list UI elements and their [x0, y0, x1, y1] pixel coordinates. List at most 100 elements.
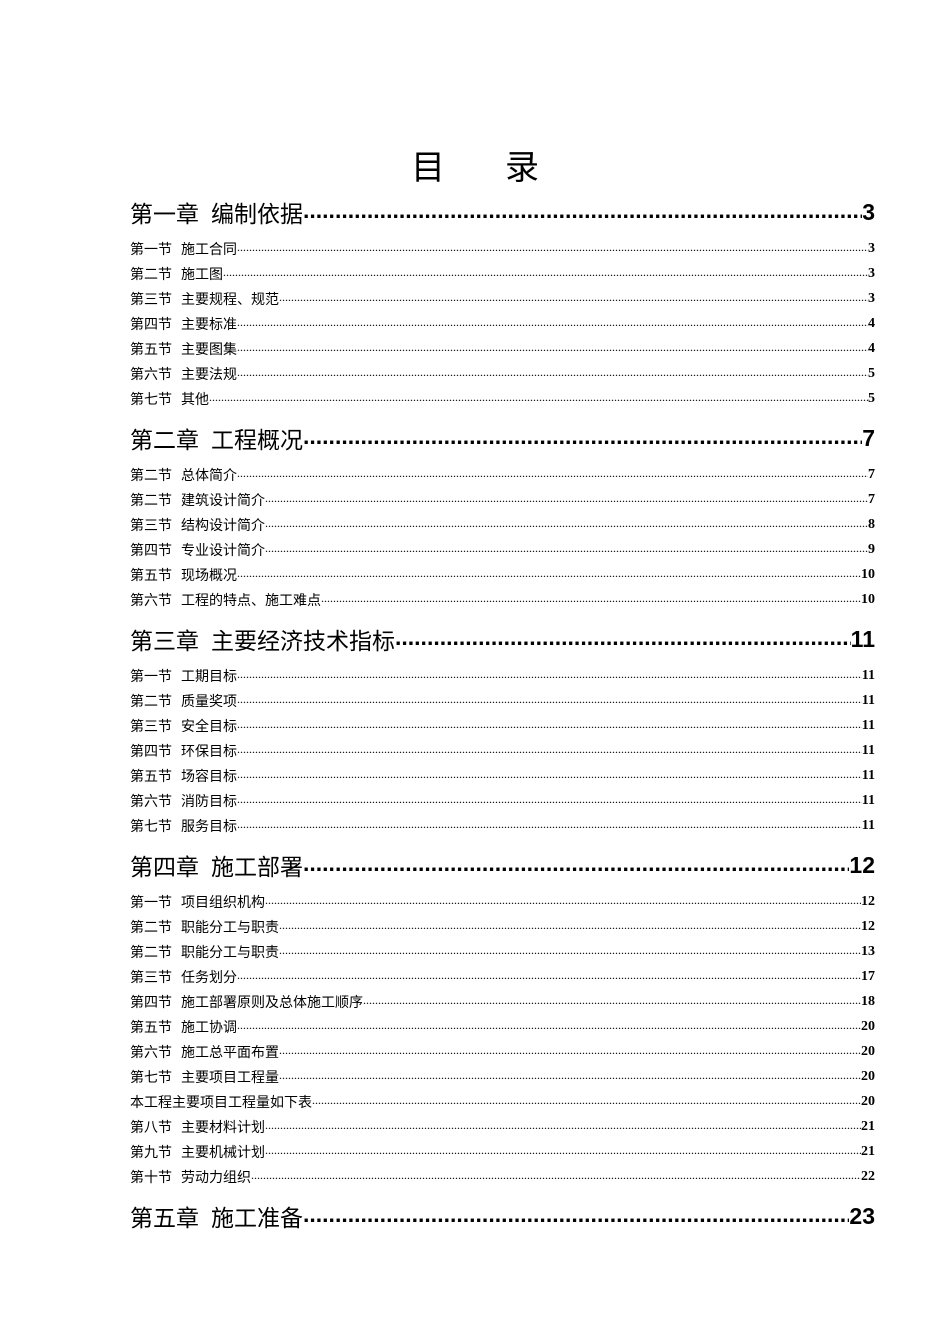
- toc-chapter-number: 第三章: [130, 629, 199, 655]
- toc-section-label: 第五节 现场概况: [130, 565, 237, 585]
- page-number: 18: [861, 994, 875, 1009]
- toc-section-label: 第五节 场容目标: [130, 766, 237, 786]
- dot-leader: [237, 569, 861, 581]
- page-number: 7: [868, 467, 875, 482]
- toc-chapter-title: 主要经济技术指标: [211, 629, 395, 655]
- toc-section-label: 第二节 建筑设计简介: [130, 490, 265, 510]
- toc-section-number: 第一节: [130, 895, 172, 911]
- page-number: 22: [861, 1169, 875, 1184]
- toc-section-title: 施工总平面布置: [181, 1045, 279, 1061]
- dot-leader: [321, 594, 861, 606]
- page-number: 8: [868, 517, 875, 532]
- toc-section-number: 第二节: [130, 945, 172, 961]
- toc-section-label: 第四节 专业设计简介: [130, 540, 265, 560]
- dot-leader: [265, 896, 861, 908]
- toc-section-number: 第三节: [130, 518, 172, 534]
- toc-section[interactable]: 本工程主要项目工程量如下表 20: [130, 1090, 875, 1115]
- page-number: 12: [849, 851, 875, 878]
- page-number: 5: [868, 366, 875, 381]
- toc-section-number: 第二节: [130, 468, 172, 484]
- toc-chapter-number: 第一章: [130, 202, 199, 228]
- toc-section-label: 第六节 施工总平面布置: [130, 1042, 279, 1062]
- dot-leader: [265, 1121, 861, 1133]
- dot-leader: [279, 1071, 861, 1083]
- dot-leader: [237, 469, 868, 481]
- dot-leader: [363, 996, 861, 1008]
- page-number: 17: [861, 969, 875, 984]
- toc-section-label: 第三节 安全目标: [130, 716, 237, 736]
- dot-leader: [237, 745, 862, 757]
- toc-section-label: 第三节 主要规程、规范: [130, 289, 279, 309]
- toc-section-title: 主要图集: [181, 342, 237, 358]
- dot-leader: [279, 1046, 861, 1058]
- toc-section-title: 安全目标: [181, 719, 237, 735]
- dot-leader: [237, 243, 868, 255]
- dot-leader: [265, 544, 868, 556]
- dot-leader: [303, 854, 849, 877]
- toc-section-label: 第一节 施工合同: [130, 239, 237, 259]
- toc-chapter-title: 编制依据: [211, 202, 303, 228]
- toc-section-title: 主要规程、规范: [181, 292, 279, 308]
- page-number: 21: [861, 1144, 875, 1159]
- toc-section-label: 第四节 主要标准: [130, 314, 237, 334]
- toc-section-title: 主要项目工程量: [181, 1070, 279, 1086]
- toc-chapter-title: 工程概况: [211, 428, 303, 454]
- page-number: 9: [868, 542, 875, 557]
- toc-section-label: 第一节 项目组织机构: [130, 892, 265, 912]
- toc-section-label: 第十节 劳动力组织: [130, 1167, 251, 1187]
- toc-section-title: 消防目标: [181, 794, 237, 810]
- page-number: 20: [861, 1019, 875, 1034]
- toc-section-number: 第五节: [130, 342, 172, 358]
- toc-section-number: 第六节: [130, 794, 172, 810]
- toc-section-label: 第一节 工期目标: [130, 666, 237, 686]
- dot-leader: [237, 820, 862, 832]
- dot-leader: [303, 427, 862, 450]
- page-number: 13: [861, 944, 875, 959]
- page-number: 3: [862, 198, 875, 225]
- toc-section-title: 质量奖项: [181, 694, 237, 710]
- toc-section-number: 第四节: [130, 543, 172, 559]
- toc-section-number: 第一节: [130, 242, 172, 258]
- toc-section-title: 施工部署原则及总体施工顺序: [181, 995, 363, 1011]
- toc-section-label: 本工程主要项目工程量如下表: [130, 1092, 312, 1112]
- toc-section-label: 第二节 职能分工与职责: [130, 917, 279, 937]
- dot-leader: [223, 268, 868, 280]
- toc-section-number: 第二节: [130, 493, 172, 509]
